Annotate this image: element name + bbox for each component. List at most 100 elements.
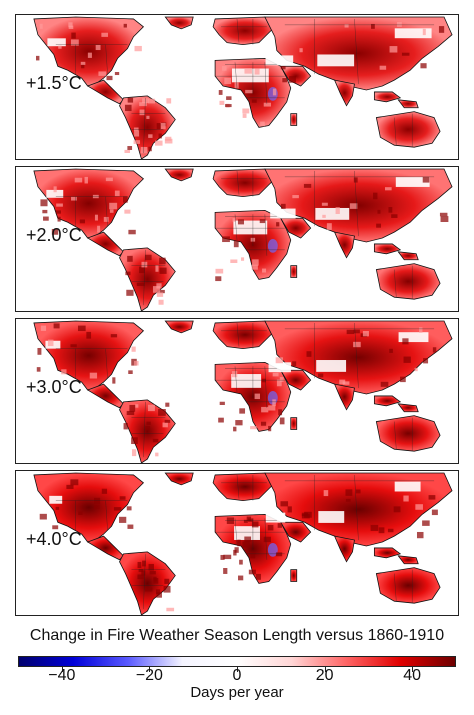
grid-cell <box>79 219 85 224</box>
grid-cell <box>219 401 225 406</box>
land-region <box>333 535 355 563</box>
grid-cell <box>74 177 83 183</box>
land-region <box>86 535 125 561</box>
grid-cell <box>251 521 259 528</box>
grid-cell <box>127 146 133 150</box>
grid-cell <box>159 257 166 265</box>
grid-cell <box>292 195 299 199</box>
land-region <box>373 243 402 255</box>
land-region <box>33 16 145 87</box>
grid-cell <box>326 223 332 230</box>
grid-cell <box>440 216 449 223</box>
land-region <box>375 111 441 148</box>
grid-cell <box>414 367 418 372</box>
land-region <box>333 79 355 107</box>
colorbar-tick-label: 20 <box>315 667 334 684</box>
grid-cell <box>241 257 245 261</box>
no-data-patch <box>318 511 345 523</box>
grid-cell <box>36 367 41 372</box>
no-data-patch <box>394 481 421 492</box>
grid-cell <box>131 437 138 445</box>
grid-cell <box>148 563 154 571</box>
grid-cell <box>55 210 61 214</box>
grid-cell <box>119 496 126 500</box>
grid-cell <box>145 425 151 430</box>
grid-cell <box>353 341 361 348</box>
grid-cell <box>419 327 423 333</box>
grid-cell <box>239 559 243 565</box>
grid-cell <box>124 149 131 153</box>
colorbar-tick-label: −20 <box>135 667 163 684</box>
grid-cell <box>140 146 148 154</box>
land-region <box>33 168 145 239</box>
no-data-patch <box>234 526 260 540</box>
grid-cell <box>39 23 43 29</box>
grid-cell <box>237 219 245 225</box>
world-map-4 <box>33 472 453 615</box>
grid-cell <box>218 90 223 95</box>
grid-cell <box>40 325 47 331</box>
grid-cell <box>71 196 77 201</box>
country-border <box>234 62 238 89</box>
grid-cell <box>254 393 261 400</box>
map-panel-2: +2.0°C <box>15 166 459 312</box>
land-region <box>290 265 298 278</box>
grid-cell <box>81 63 85 69</box>
grid-cell <box>391 214 398 218</box>
grid-cell <box>260 121 265 127</box>
grid-cell <box>345 498 351 502</box>
grid-cell <box>110 334 118 338</box>
land-region <box>397 251 419 261</box>
land-region <box>397 99 419 109</box>
grid-cell <box>242 108 250 114</box>
grid-cell <box>56 203 63 207</box>
grid-cell <box>321 202 328 206</box>
grid-cell <box>423 358 429 364</box>
grid-cell <box>101 488 108 494</box>
grid-cell <box>124 104 132 112</box>
grid-cell <box>114 71 120 76</box>
negative-change-patch <box>267 239 278 253</box>
grid-cell <box>89 372 98 379</box>
grid-cell <box>244 536 252 542</box>
grid-cell <box>238 575 244 581</box>
grid-cell <box>139 266 145 274</box>
grid-cell <box>393 506 401 513</box>
grid-cell <box>252 259 259 266</box>
grid-cell <box>98 71 107 76</box>
grid-cell <box>342 381 350 385</box>
land-region <box>397 403 419 413</box>
grid-cell <box>101 32 109 37</box>
land-region <box>164 16 194 30</box>
colorbar-tick-label: 40 <box>403 667 422 684</box>
grid-cell <box>226 96 232 100</box>
grid-cell <box>134 45 142 52</box>
grid-cell <box>416 531 424 539</box>
grid-cell <box>420 63 427 69</box>
grid-cell <box>237 539 241 547</box>
grid-cell <box>218 417 224 423</box>
grid-cell <box>134 360 139 366</box>
no-data-patch <box>46 189 64 198</box>
grid-cell <box>233 426 237 432</box>
grid-cell <box>373 192 378 200</box>
grid-cell <box>362 331 369 337</box>
country-border <box>236 170 240 195</box>
grid-cell <box>278 409 283 416</box>
no-data-patch <box>265 55 294 66</box>
land-region <box>290 417 298 430</box>
country-border <box>354 18 359 85</box>
grid-cell <box>94 214 98 221</box>
country-border <box>234 518 238 545</box>
grid-cell <box>355 489 361 494</box>
map-panel-4: +4.0°C <box>15 470 459 616</box>
grid-cell <box>275 357 284 364</box>
grid-cell <box>164 578 170 584</box>
grid-cell <box>158 409 166 416</box>
grid-cell <box>371 23 375 29</box>
land-region <box>33 320 145 391</box>
land-region <box>373 91 402 103</box>
grid-cell <box>58 45 62 49</box>
grid-cell <box>131 346 136 352</box>
no-data-patch <box>231 68 269 83</box>
